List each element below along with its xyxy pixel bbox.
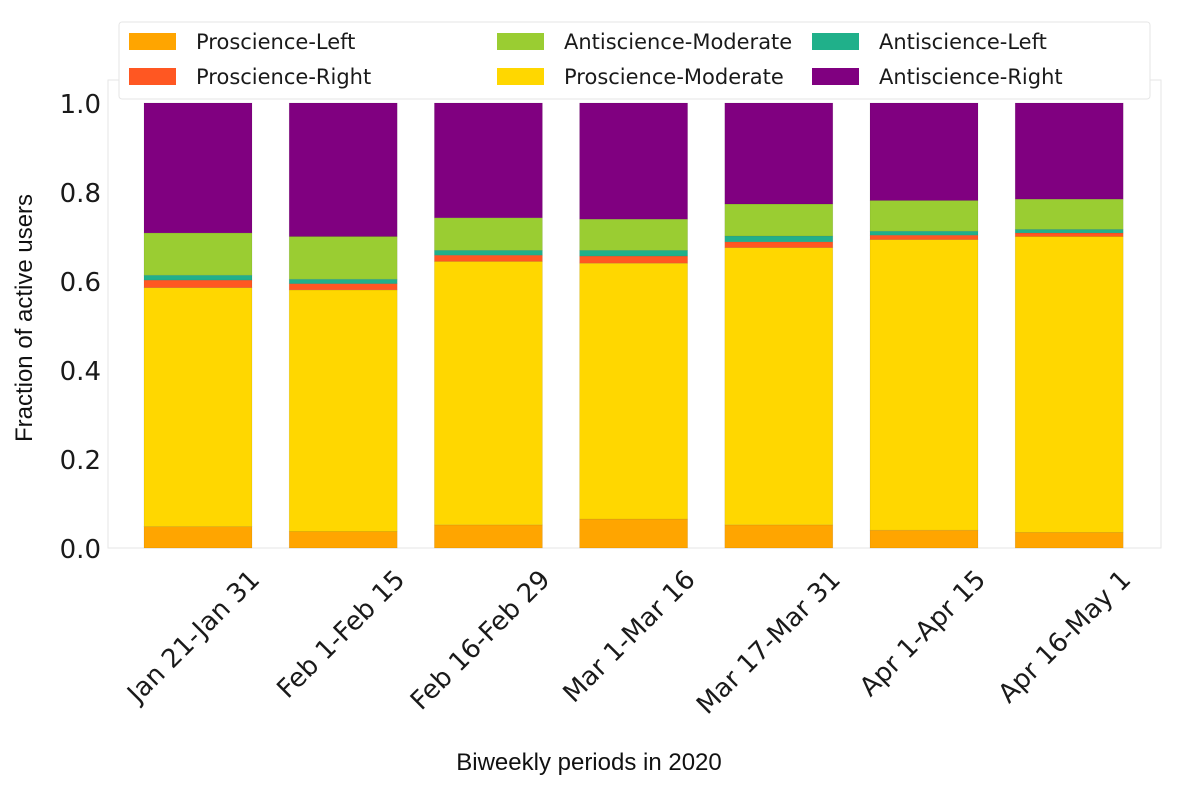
- bar-segment: [143, 232, 253, 276]
- bar-segment: [434, 102, 543, 219]
- bar-segment: [579, 102, 688, 220]
- legend-label: Antiscience-Moderate: [564, 30, 792, 54]
- bar-segment: [1014, 236, 1124, 533]
- bar-segment: [434, 249, 543, 256]
- y-tick-label: 0.2: [60, 446, 101, 476]
- legend-label: Antiscience-Left: [879, 30, 1047, 54]
- legend-frame: [118, 21, 1151, 100]
- bar-segment: [1014, 102, 1124, 200]
- bars-group: [143, 102, 1124, 549]
- bar-segment: [288, 236, 398, 280]
- bar-segment: [869, 529, 979, 549]
- bar-segment: [143, 279, 253, 288]
- legend-swatch: [497, 33, 544, 50]
- bar-segment: [724, 247, 834, 526]
- bar-segment: [579, 262, 688, 520]
- bar-segment: [288, 531, 398, 549]
- legend-swatch: [497, 68, 544, 85]
- y-axis-title: Fraction of active users: [11, 194, 38, 442]
- x-tick-label: Mar 1-Mar 16: [558, 565, 702, 709]
- bar-segment: [288, 102, 398, 237]
- bar-segment: [434, 261, 543, 526]
- x-tick-label: Mar 17-Mar 31: [691, 565, 847, 721]
- bar-segment: [869, 234, 979, 240]
- bar-segment: [579, 218, 688, 251]
- y-tick-label: 1.0: [60, 90, 101, 120]
- bar-segment: [143, 287, 253, 527]
- bar-segment: [434, 524, 543, 549]
- bar-segment: [869, 230, 979, 236]
- bar-segment: [288, 283, 398, 291]
- bar-segment: [143, 102, 253, 234]
- bar-segment: [434, 217, 543, 251]
- bar-segment: [1014, 532, 1124, 549]
- bar-segment: [288, 289, 398, 532]
- x-tick-label: Feb 16-Feb 29: [405, 565, 556, 716]
- legend-swatch: [129, 33, 176, 50]
- bar-segment: [724, 102, 834, 205]
- legend-label: Proscience-Left: [196, 30, 355, 54]
- y-axis-ticks: 0.0 0.2 0.4 0.6 0.8 1.0: [60, 90, 101, 565]
- x-tick-label: Jan 21-Jan 31: [121, 565, 266, 710]
- bar-segment: [143, 274, 253, 281]
- legend-swatch: [812, 33, 859, 50]
- legend-swatch: [812, 68, 859, 85]
- x-tick-label: Apr 1-Apr 15: [854, 565, 992, 703]
- y-tick-label: 0.6: [60, 268, 101, 298]
- legend-label: Proscience-Moderate: [564, 65, 784, 89]
- bar-segment: [724, 235, 834, 243]
- legend-label: Proscience-Right: [196, 65, 371, 89]
- bar-segment: [869, 102, 979, 201]
- legend-swatch: [129, 68, 176, 85]
- y-tick-label: 0.4: [60, 357, 101, 387]
- x-tick-label: Apr 16-May 1: [993, 565, 1137, 709]
- bar-segment: [869, 239, 979, 531]
- bar-segment: [579, 249, 688, 257]
- bar-segment: [579, 255, 688, 264]
- bar-segment: [724, 241, 834, 248]
- bar-segment: [288, 278, 398, 284]
- bar-segment: [724, 524, 834, 549]
- bar-segment: [869, 200, 979, 232]
- y-tick-label: 0.8: [60, 179, 101, 209]
- bar-segment: [434, 254, 543, 262]
- y-tick-label: 0.0: [60, 535, 101, 565]
- x-tick-label: Feb 1-Feb 15: [271, 565, 411, 705]
- legend: Proscience-Left Proscience-Right Antiscien…: [118, 21, 1151, 100]
- bar-segment: [1014, 198, 1124, 230]
- bar-segment: [724, 203, 834, 237]
- legend-label: Antiscience-Right: [879, 65, 1063, 89]
- bar-segment: [1014, 232, 1124, 237]
- bar-segment: [143, 526, 253, 549]
- bar-segment: [579, 518, 688, 549]
- bar-segment: [1014, 229, 1124, 234]
- x-axis-title: Biweekly periods in 2020: [456, 749, 722, 776]
